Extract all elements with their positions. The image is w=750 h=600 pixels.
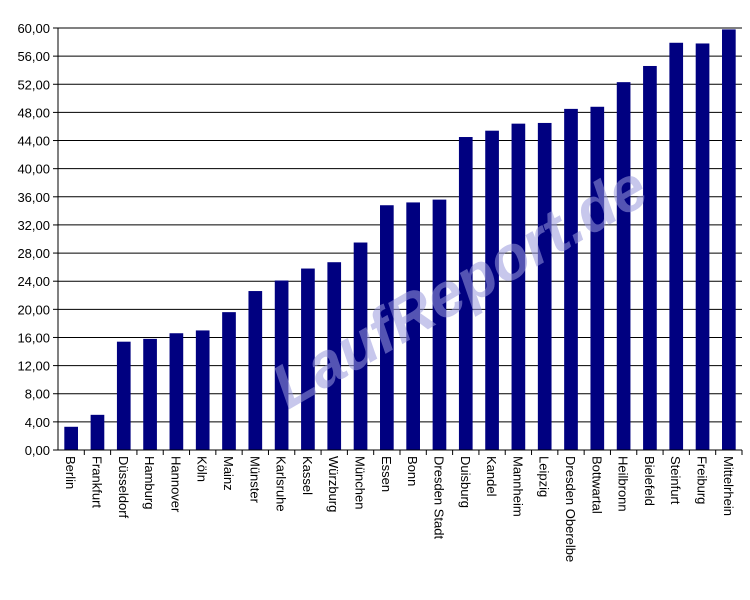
x-category-label: Duisburg <box>458 456 473 508</box>
y-tick-label: 32,00 <box>17 218 50 233</box>
bar <box>406 202 420 450</box>
bar <box>537 122 552 450</box>
bar <box>169 333 184 450</box>
bar <box>222 312 236 450</box>
x-category-label: Essen <box>379 456 394 492</box>
y-tick-label: 52,00 <box>17 77 50 92</box>
bar <box>590 106 605 451</box>
bar <box>669 42 684 451</box>
y-tick-label: 20,00 <box>17 302 50 317</box>
x-category-labels: Berlin Frankfurt Düsseldorf Hamburg Hannover… <box>63 456 736 562</box>
bar <box>195 330 210 450</box>
y-tick-label: 60,00 <box>17 21 50 36</box>
y-tick-label: 12,00 <box>17 359 50 374</box>
y-tick-label: 24,00 <box>17 274 50 289</box>
x-category-label: Frankfurt <box>89 456 104 508</box>
y-tick-label: 28,00 <box>17 246 50 261</box>
x-category-label: Kassel <box>300 456 315 495</box>
x-category-label: Leipzig <box>537 456 552 497</box>
x-category-label: Dresden Stadt <box>431 456 446 539</box>
bar <box>458 137 473 450</box>
bars <box>64 29 736 451</box>
x-category-label: Düsseldorf <box>116 456 131 519</box>
y-tick-label: 44,00 <box>17 134 50 149</box>
bar <box>616 82 631 450</box>
bar <box>695 43 710 451</box>
x-category-label: Berlin <box>63 456 78 489</box>
x-category-label: Mannheim <box>510 456 525 517</box>
bar <box>564 108 578 450</box>
bar <box>274 280 289 450</box>
y-tick-label: 16,00 <box>17 330 50 345</box>
x-category-label: Hamburg <box>142 456 157 509</box>
bar <box>722 29 736 450</box>
x-category-label: Hannover <box>168 456 183 513</box>
x-category-label: Heilbronn <box>616 456 631 512</box>
x-category-label: Würzburg <box>326 456 341 512</box>
bar <box>143 338 157 450</box>
bar <box>380 205 394 450</box>
x-category-label: Kandel <box>484 456 499 497</box>
axes <box>53 27 743 455</box>
bar <box>90 414 105 450</box>
y-tick-label: 8,00 <box>25 387 50 402</box>
bar <box>643 65 657 450</box>
x-category-label: Köln <box>195 456 210 482</box>
x-category-label: Bielefeld <box>642 456 657 506</box>
bar <box>248 291 263 450</box>
y-tick-label: 40,00 <box>17 162 50 177</box>
grid-lines <box>58 27 742 423</box>
y-tick-label: 36,00 <box>17 190 50 205</box>
x-category-label: Mainz <box>221 456 236 491</box>
x-category-label: Bonn <box>405 456 420 486</box>
x-category-label: München <box>353 456 368 509</box>
bar <box>116 341 131 450</box>
bar <box>511 123 526 451</box>
bar <box>327 262 342 450</box>
bar <box>64 426 78 450</box>
y-tick-labels: 0,00 4,00 8,00 12,00 16,00 20,00 24,00 28,00 32,… <box>17 21 50 458</box>
y-tick-label: 56,00 <box>17 49 50 64</box>
bar <box>353 242 368 450</box>
y-tick-label: 48,00 <box>17 105 50 120</box>
bar <box>485 130 499 451</box>
bar <box>301 268 315 450</box>
y-tick-label: 0,00 <box>25 443 50 458</box>
x-category-label: Dresden Oberelbe <box>563 456 578 562</box>
x-category-label: Bottwartal <box>589 456 604 514</box>
x-category-label: Steinfurt <box>668 456 683 505</box>
x-category-label: Mittelrhein <box>721 456 736 516</box>
bar <box>432 199 447 450</box>
x-category-label: Karlsruhe <box>274 456 289 512</box>
y-tick-label: 4,00 <box>25 415 50 430</box>
x-category-label: Freiburg <box>695 456 710 504</box>
x-category-label: Münster <box>247 456 262 504</box>
